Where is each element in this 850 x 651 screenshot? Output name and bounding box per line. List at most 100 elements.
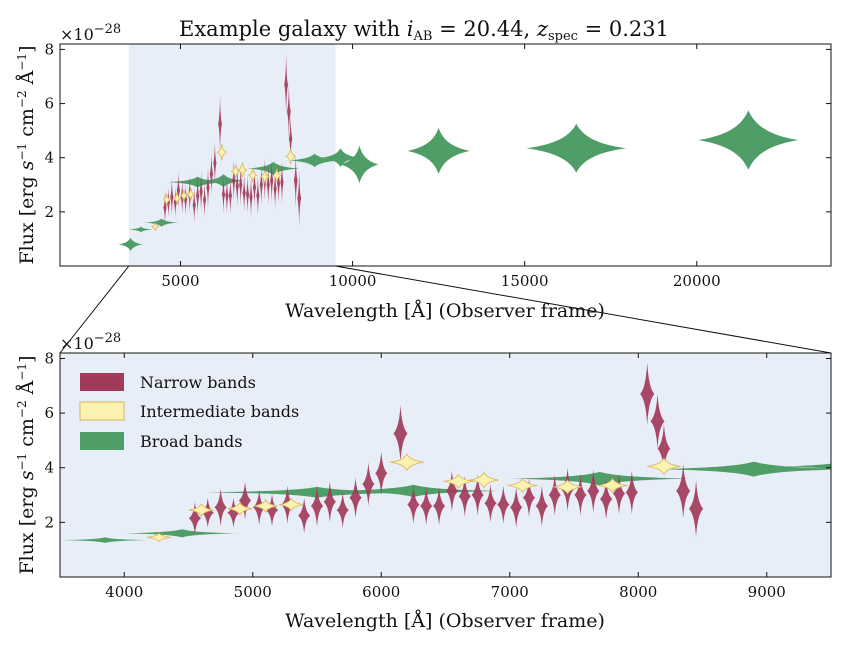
bot-narrow-band-37: [676, 463, 691, 519]
top-narrow-band-33: [280, 160, 284, 204]
top-narrow-band-9: [196, 175, 200, 216]
bot-narrow-band-29: [574, 474, 587, 516]
top-narrow-band-19: [232, 160, 236, 202]
top-broad-band-6: [288, 153, 341, 168]
top-narrow-band-8: [192, 187, 196, 223]
top-ytick-label-3: 8: [44, 40, 54, 58]
bottom-xlabel: Wavelength [Å] (Observer frame): [285, 610, 605, 632]
top-ytick-label-1: 4: [44, 149, 54, 167]
top-narrow-band-26: [256, 175, 260, 216]
legend-label-narrow: Narrow bands: [140, 373, 256, 392]
bot-intermediate-band-5: [390, 453, 424, 472]
bot-narrow-band-25: [522, 478, 536, 517]
bottom-panel: 4000 5000 6000 7000 8000 9000 2 4 6 8 ×10−28 Flux…: [15, 331, 832, 632]
bot-narrow-band-9: [310, 485, 324, 527]
top-ticks: 5000 10000 15000 20000 2 4 6 8: [44, 40, 831, 290]
bottom-offset-text: ×10−28: [60, 331, 121, 353]
bot-xtick-label-2: 6000: [362, 583, 400, 601]
top-zoom-region: [128, 44, 336, 266]
top-intermediate-band-9: [259, 169, 270, 184]
bot-broad-band-4: [509, 471, 690, 486]
top-panel: 5000 10000 15000 20000 2 4 6 8 ×10−28 Flux [erg…: [15, 22, 832, 322]
top-narrow-band-35: [286, 84, 291, 139]
bot-intermediate-band-6: [443, 473, 474, 490]
bot-ytick-label-1: 4: [44, 459, 54, 477]
bot-narrow-band-2: [214, 488, 227, 527]
top-narrow-band-6: [183, 183, 188, 216]
top-narrow-band-29: [266, 164, 270, 206]
bot-xtick-label-5: 9000: [748, 583, 786, 601]
top-narrow-band-21: [239, 164, 243, 206]
top-intermediate-band-8: [247, 168, 258, 183]
top-narrow-band-20: [235, 165, 239, 207]
top-narrow-band-25: [252, 168, 257, 207]
top-narrow-band-22: [242, 173, 246, 212]
top-xtick-label-0: 5000: [161, 272, 199, 290]
top-intermediate-band-4: [186, 188, 195, 201]
top-ylabel: Flux [erg s−1 cm−2 Å−1]: [15, 46, 38, 265]
top-narrow-band-3: [173, 187, 177, 218]
bot-narrow-band-10: [323, 481, 336, 523]
bot-narrow-band-0: [188, 501, 202, 535]
top-narrow-band-38: [297, 169, 302, 227]
bot-narrow-band-36: [657, 424, 671, 474]
bot-xtick-label-3: 7000: [491, 583, 529, 601]
bot-broad-band-1: [124, 529, 240, 538]
bot-intermediate-band-11: [647, 457, 681, 476]
legend: Narrow bands Intermediate bands Broad ba…: [79, 373, 299, 451]
top-ytick-label-0: 2: [44, 203, 54, 221]
legend-label-broad: Broad bands: [140, 432, 242, 451]
top-narrow-band-0: [163, 191, 167, 225]
bot-narrow-band-12: [349, 477, 362, 519]
top-narrow-band-27: [259, 164, 263, 206]
top-axes-frame: [59, 43, 832, 267]
top-narrow-band-37: [293, 153, 298, 208]
top-intermediate-band-5: [216, 144, 228, 161]
bot-intermediate-band-8: [507, 477, 538, 494]
top-broad-band-7: [321, 148, 360, 168]
bot-narrow-band-35: [650, 393, 665, 449]
top-intermediate-band-2: [172, 192, 182, 205]
top-narrow-band-23: [245, 175, 250, 214]
bot-intermediate-band-4: [279, 497, 304, 512]
bot-ytick-label-2: 6: [44, 404, 54, 422]
bot-narrow-band-32: [612, 473, 626, 515]
bot-narrow-band-6: [265, 493, 279, 527]
bot-ytick-label-3: 8: [44, 349, 54, 367]
bot-xtick-label-0: 4000: [105, 583, 143, 601]
top-narrow-band-16: [221, 175, 226, 214]
bot-narrow-band-34: [640, 362, 655, 426]
bot-narrow-band-14: [375, 451, 388, 496]
bot-xtick-label-1: 5000: [234, 583, 272, 601]
bot-narrow-band-24: [510, 486, 523, 528]
bot-narrow-band-11: [336, 492, 349, 528]
bot-narrow-band-13: [362, 462, 375, 506]
top-broad-band-11: [698, 110, 799, 170]
top-ytick-label-2: 6: [44, 95, 54, 113]
legend-label-intermediate: Intermediate bands: [140, 402, 299, 421]
top-narrow-band-14: [213, 141, 217, 185]
bot-broad-band-0: [63, 537, 147, 543]
bot-narrow-band-4: [238, 481, 252, 520]
top-narrow-band-18: [228, 176, 233, 215]
top-narrow-band-13: [209, 152, 214, 196]
top-narrow-band-15: [218, 95, 222, 153]
zoom-connector-left: [59, 265, 130, 354]
top-broad-band-0: [118, 237, 143, 252]
bot-intermediate-band-10: [597, 477, 628, 494]
bot-broad-band-6: [786, 463, 831, 470]
top-offset-text: ×10−28: [60, 22, 121, 44]
top-intermediate-band-7: [237, 162, 248, 178]
top-narrow-band-12: [206, 167, 210, 208]
top-narrow-band-30: [270, 159, 274, 203]
bot-intermediate-band-9: [552, 479, 583, 495]
bot-narrow-band-8: [298, 497, 311, 534]
bot-intermediate-band-0: [146, 532, 172, 543]
bottom-axes-background: [60, 353, 831, 577]
bot-narrow-band-33: [625, 470, 638, 515]
top-narrow-band-24: [249, 176, 253, 218]
bot-narrow-band-15: [393, 404, 408, 463]
top-intermediate-band-3: [179, 189, 189, 202]
top-intermediate-band-11: [285, 148, 296, 165]
